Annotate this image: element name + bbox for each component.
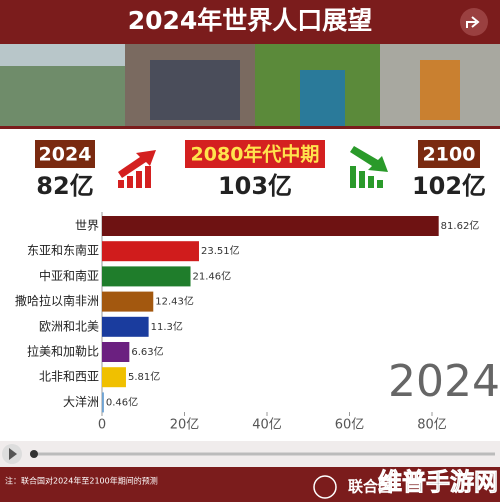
- footer-band: [0, 467, 500, 502]
- stat-value: 82亿: [36, 172, 93, 200]
- year-label: 2024: [388, 356, 500, 407]
- x-tick-label: 80亿: [417, 418, 447, 433]
- bar: [102, 241, 199, 262]
- watermark: 维普手游网: [378, 468, 498, 496]
- play-icon: [9, 448, 17, 460]
- bar: [102, 342, 130, 362]
- y-tick-label: 大洋洲: [63, 394, 99, 409]
- footer-logo: 联合国: [348, 478, 393, 496]
- stat-box: [35, 140, 95, 168]
- value-label: 11.3亿: [151, 320, 183, 333]
- x-tick-label: 40亿: [252, 418, 282, 433]
- x-tick-label: 60亿: [335, 418, 365, 433]
- y-tick-label: 世界: [75, 219, 99, 233]
- title: 2024年世界人口展望: [128, 6, 373, 35]
- x-tick-label: 20亿: [170, 418, 200, 433]
- value-label: 6.63亿: [131, 345, 163, 358]
- share-icon: [466, 16, 480, 28]
- y-tick-label: 北非和西亚: [39, 370, 99, 384]
- value-label: 23.51亿: [201, 244, 240, 257]
- y-tick-label: 撒哈拉以南非洲: [15, 293, 99, 308]
- down-trend-icon: [350, 146, 388, 188]
- footer-note: 注：联合国对2024年至2100年期间的预测: [5, 476, 158, 486]
- y-tick-label: 拉美和加勒比: [27, 344, 99, 359]
- value-label: 12.43亿: [155, 295, 194, 308]
- bar: [102, 266, 191, 287]
- stat-box: [418, 140, 480, 168]
- stat-label: 2024: [39, 144, 92, 166]
- photo-strip: [0, 44, 500, 126]
- header-band: [0, 0, 500, 44]
- bar: [102, 316, 149, 337]
- stat-label: 2100: [423, 144, 476, 166]
- value-label: 21.46亿: [193, 269, 232, 282]
- value-label: 5.81亿: [128, 370, 160, 383]
- stat-value: 103亿: [218, 172, 292, 200]
- stat-value: 102亿: [412, 172, 486, 200]
- divider: [0, 126, 500, 129]
- progress-handle[interactable]: [30, 450, 38, 458]
- stat-label: 2080年代中期: [191, 143, 320, 166]
- up-trend-icon: [118, 150, 156, 188]
- value-label: 81.62亿: [441, 219, 480, 232]
- bar: [102, 392, 104, 413]
- bar: [102, 367, 126, 388]
- un-emblem: [313, 475, 337, 499]
- y-tick-label: 东亚和东南亚: [27, 243, 99, 258]
- stat-box: [185, 140, 325, 168]
- bar: [102, 216, 439, 236]
- bar: [102, 291, 154, 312]
- y-tick-label: 欧洲和北美: [39, 319, 99, 333]
- y-tick-label: 中亚和南亚: [39, 268, 99, 283]
- x-tick-label: 0: [98, 418, 106, 433]
- value-label: 0.46亿: [106, 395, 138, 408]
